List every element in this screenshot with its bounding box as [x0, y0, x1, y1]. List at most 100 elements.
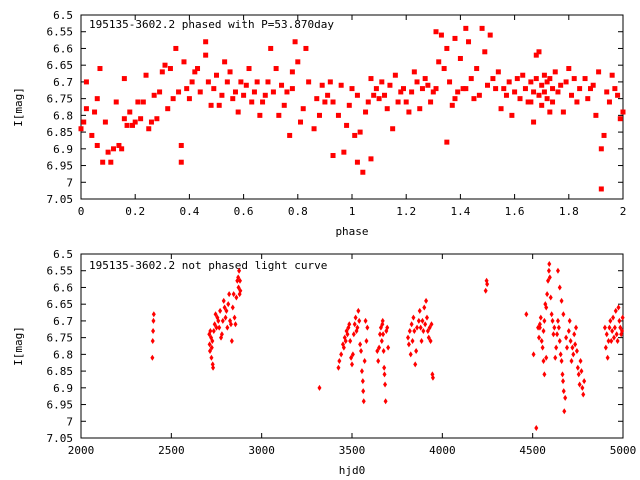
- data-point: [545, 291, 550, 298]
- data-point: [355, 324, 360, 331]
- data-point: [189, 79, 195, 85]
- data-point: [557, 337, 562, 344]
- data-point: [357, 317, 362, 324]
- data-point: [311, 126, 317, 132]
- data-point: [224, 79, 230, 85]
- data-point: [603, 344, 608, 351]
- data-point: [539, 82, 545, 88]
- data-point: [383, 381, 388, 388]
- data-point: [358, 341, 363, 348]
- data-point: [555, 267, 560, 274]
- data-point: [224, 307, 229, 314]
- y-tick-label: 7: [66, 176, 73, 189]
- data-point: [231, 291, 236, 298]
- data-point: [452, 96, 458, 102]
- data-point: [148, 119, 154, 125]
- data-point: [220, 317, 225, 324]
- data-point: [419, 337, 424, 344]
- data-point: [537, 321, 542, 328]
- data-point: [121, 76, 127, 82]
- data-point: [610, 327, 615, 334]
- data-point: [558, 82, 564, 88]
- data-point: [593, 112, 599, 118]
- data-point: [620, 327, 625, 334]
- data-point: [602, 324, 607, 331]
- x-axis-title: phase: [335, 225, 368, 238]
- data-point: [455, 89, 461, 95]
- data-point: [113, 99, 119, 105]
- data-point: [541, 72, 547, 78]
- data-point: [419, 86, 425, 92]
- plot-frame: [80, 253, 624, 439]
- x-tick-label: 2: [620, 205, 627, 218]
- data-point: [609, 72, 615, 78]
- data-point: [482, 49, 488, 55]
- data-point: [561, 388, 566, 395]
- data-point: [203, 39, 209, 45]
- data-point: [550, 99, 556, 105]
- data-point: [471, 96, 477, 102]
- x-tick-label: 3000: [248, 444, 275, 457]
- data-point: [338, 82, 344, 88]
- y-axis-title: I[mag]: [12, 87, 25, 127]
- data-point: [268, 45, 274, 51]
- data-point: [611, 314, 616, 321]
- data-point: [207, 341, 212, 348]
- data-point: [222, 59, 228, 65]
- data-point: [364, 337, 369, 344]
- data-point: [237, 277, 242, 284]
- data-point: [281, 102, 287, 108]
- data-point: [607, 324, 612, 331]
- data-point: [429, 321, 434, 328]
- data-point: [209, 354, 214, 361]
- x-tick-label: 4000: [429, 444, 456, 457]
- data-point: [230, 304, 235, 311]
- data-point: [598, 186, 604, 192]
- data-point: [416, 317, 421, 324]
- data-point: [362, 358, 367, 365]
- data-point: [349, 86, 355, 92]
- data-point: [498, 106, 504, 112]
- data-point: [495, 69, 501, 75]
- data-point: [251, 89, 257, 95]
- data-point: [449, 102, 455, 108]
- data-point: [235, 109, 241, 115]
- data-point: [414, 348, 419, 355]
- data-point: [138, 116, 144, 122]
- data-point: [376, 96, 382, 102]
- data-point: [176, 89, 182, 95]
- data-point: [330, 99, 336, 105]
- data-point: [317, 384, 322, 391]
- data-point: [173, 45, 179, 51]
- data-point: [571, 351, 576, 358]
- data-point: [178, 159, 184, 165]
- y-tick-label: 7.05: [47, 432, 74, 445]
- data-point: [566, 327, 571, 334]
- data-point: [157, 89, 163, 95]
- data-point: [100, 159, 106, 165]
- data-point: [384, 106, 390, 112]
- data-point: [460, 86, 466, 92]
- data-point: [119, 146, 125, 152]
- data-point: [544, 96, 550, 102]
- data-point: [151, 311, 156, 318]
- data-point: [433, 86, 439, 92]
- data-point: [425, 327, 430, 334]
- data-point: [546, 277, 551, 284]
- data-point: [575, 364, 580, 371]
- data-point: [184, 86, 190, 92]
- data-point: [533, 52, 539, 58]
- data-point: [151, 327, 156, 334]
- data-point: [438, 32, 444, 38]
- data-point: [287, 132, 293, 138]
- data-point: [382, 371, 387, 378]
- data-point: [611, 334, 616, 341]
- data-point: [536, 334, 541, 341]
- data-point: [322, 99, 328, 105]
- data-point: [383, 398, 388, 405]
- data-point: [538, 314, 543, 321]
- data-point: [361, 398, 366, 405]
- x-tick-label: 5000: [610, 444, 637, 457]
- data-point: [574, 348, 579, 355]
- data-point: [159, 69, 165, 75]
